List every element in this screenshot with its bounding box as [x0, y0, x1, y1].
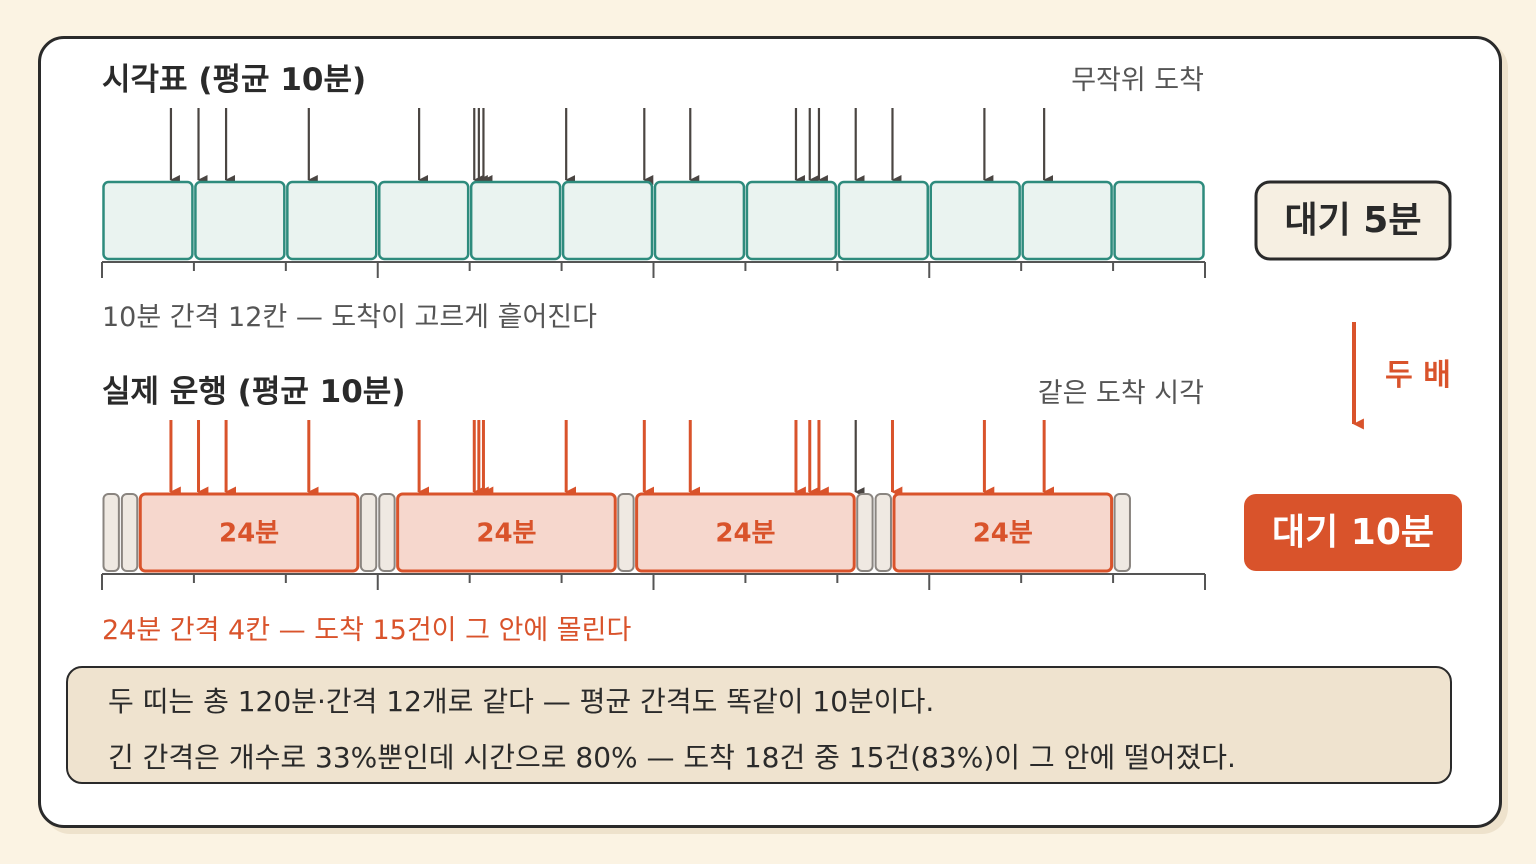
schedule-cell: [561, 180, 654, 261]
ratio-label: 두 배: [1385, 358, 1451, 393]
bottom-timeline-axis: [101, 573, 1206, 590]
schedule-cell: [102, 180, 194, 261]
long-gap-cell: [635, 492, 856, 573]
schedule-cell: [745, 180, 838, 261]
short-gap-cell: [102, 493, 120, 572]
schedule-cell: [469, 180, 562, 261]
wait-badge-bottom: 대기 10분: [1244, 494, 1462, 571]
summary-line-2: 긴 간격은 개수로 33%뿐인데 시간으로 80% — 도착 18건 중 15건…: [108, 741, 1236, 774]
schedule-cell: [194, 180, 286, 261]
bottom-arrivals: [169, 420, 1055, 498]
bottom-caption: 24분 간격 4칸 — 도착 15건이 그 안에 몰린다: [102, 615, 631, 646]
long-gap-label: 24분: [219, 519, 279, 549]
bottom-gap-cells: 24분 24분 24분 24분: [102, 492, 1131, 573]
short-gap-cell: [359, 493, 378, 572]
short-gap-cell: [874, 493, 892, 572]
wait-label-bottom: 대기 10분: [1272, 512, 1434, 553]
schedule-cell: [653, 180, 746, 261]
short-gap-cell: [617, 493, 635, 572]
short-gap-cell: [1113, 493, 1131, 572]
top-corner-label: 무작위 도착: [1071, 65, 1204, 96]
top-arrivals: [169, 108, 1054, 185]
long-gap-cell: [892, 492, 1114, 573]
schedule-cell: [378, 180, 470, 261]
top-title: 시각표 (평균 10분): [102, 62, 366, 98]
short-gap-cell: [120, 493, 139, 572]
wait-badge-top: 대기 5분: [1254, 180, 1452, 261]
short-gap-cell: [378, 493, 396, 572]
top-caption: 10분 간격 12칸 — 도착이 고르게 흩어진다: [102, 302, 597, 333]
wait-label-top: 대기 5분: [1285, 200, 1422, 241]
schedule-cell: [837, 180, 929, 261]
top-timeline-axis: [101, 261, 1206, 278]
long-gap-label: 24분: [476, 519, 536, 549]
bottom-corner-label: 같은 도착 시각: [1038, 378, 1204, 409]
top-schedule-cells: [102, 180, 1205, 261]
short-gap-cell: [856, 493, 874, 572]
long-gap-cell: [138, 492, 360, 573]
summary-box: 두 띠는 총 120분·간격 12개로 같다 — 평균 간격도 똑같이 10분이…: [66, 666, 1452, 784]
summary-line-1: 두 띠는 총 120분·간격 12개로 같다 — 평균 간격도 똑같이 10분이…: [108, 685, 935, 718]
schedule-cell: [1021, 180, 1113, 261]
long-gap-cell: [396, 492, 617, 573]
long-gap-label: 24분: [715, 519, 775, 549]
schedule-cell: [1113, 180, 1205, 261]
schedule-cell: [929, 180, 1021, 261]
long-gap-label: 24분: [973, 519, 1033, 549]
bottom-title: 실제 운행 (평균 10분): [102, 374, 406, 410]
schedule-cell: [286, 180, 378, 261]
